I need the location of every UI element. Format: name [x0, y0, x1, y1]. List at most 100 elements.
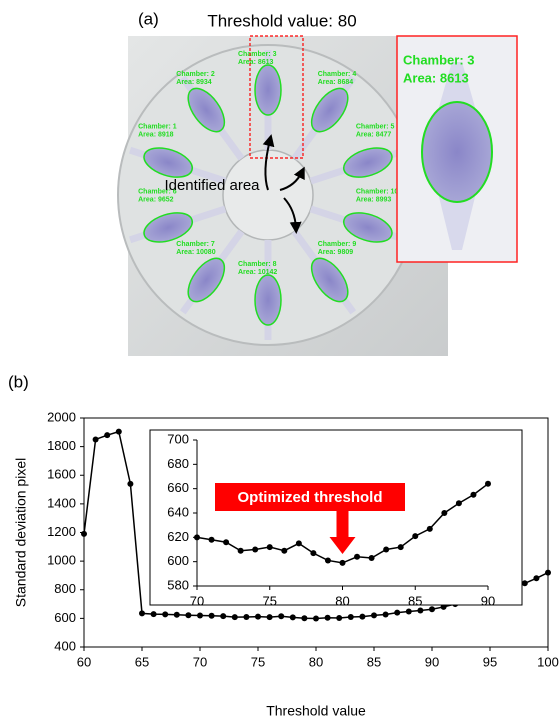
- point: [194, 534, 200, 540]
- x-tick-label: 70: [193, 654, 207, 669]
- point: [197, 613, 203, 619]
- y-tick-label: 1600: [47, 467, 76, 482]
- point: [456, 500, 462, 506]
- point: [116, 429, 122, 435]
- chamber-label: Chamber: 8: [238, 261, 277, 268]
- y-tick-label: 580: [167, 577, 189, 592]
- chamber-label: Area: 8934: [176, 79, 212, 86]
- x-tick-label: 90: [425, 654, 439, 669]
- point: [441, 510, 447, 516]
- y-axis-label: Standard deviation pixel: [13, 458, 29, 607]
- point: [151, 611, 157, 617]
- chamber: [255, 65, 281, 115]
- point: [223, 539, 229, 545]
- point: [93, 436, 99, 442]
- point: [325, 557, 331, 563]
- panel-title: Threshold value: 80: [207, 11, 356, 30]
- y-tick-label: 1800: [47, 438, 76, 453]
- point: [427, 526, 433, 532]
- chamber-label: Chamber: 1: [138, 123, 177, 130]
- panel-label: (b): [8, 372, 29, 391]
- point: [220, 613, 226, 619]
- zoom-label: Chamber: 3: [403, 52, 475, 67]
- point: [429, 606, 435, 612]
- point: [209, 613, 215, 619]
- point: [252, 547, 258, 553]
- x-tick-label: 75: [251, 654, 265, 669]
- x-tick-label: 95: [483, 654, 497, 669]
- y-tick-label: 800: [54, 581, 76, 596]
- chamber-label: Area: 10080: [176, 249, 215, 256]
- chamber-label: Area: 8993: [356, 196, 392, 203]
- point: [267, 544, 273, 550]
- chamber-label: Area: 8918: [138, 131, 174, 138]
- point: [348, 614, 354, 620]
- center-ring: [223, 150, 313, 240]
- x-tick-label: 60: [77, 654, 91, 669]
- y-tick-label: 660: [167, 480, 189, 495]
- point: [232, 614, 238, 620]
- point: [470, 492, 476, 498]
- point: [281, 548, 287, 554]
- chamber-label: Chamber: 9: [318, 241, 357, 248]
- y-tick-label: 2000: [47, 409, 76, 424]
- point: [139, 610, 145, 616]
- zoom-label: Area: 8613: [403, 70, 469, 85]
- point: [406, 609, 412, 615]
- point: [485, 481, 491, 487]
- chamber-label: Area: 9652: [138, 196, 174, 203]
- y-tick-label: 1400: [47, 495, 76, 510]
- point: [81, 531, 87, 537]
- y-tick-label: 620: [167, 529, 189, 544]
- chamber-label: Chamber: 3: [238, 51, 277, 58]
- x-tick-label: 85: [367, 654, 381, 669]
- y-tick-label: 600: [167, 553, 189, 568]
- y-tick-label: 700: [167, 431, 189, 446]
- point: [301, 615, 307, 621]
- point: [127, 481, 133, 487]
- point: [162, 611, 168, 617]
- chamber: [255, 275, 281, 325]
- point: [340, 560, 346, 566]
- x-tick-label: 90: [481, 593, 495, 608]
- panel-label: (a): [138, 9, 159, 28]
- point: [369, 555, 375, 561]
- annotation: Identified area: [164, 177, 260, 194]
- chamber-label: Area: 9809: [318, 249, 354, 256]
- x-tick-label: 75: [263, 593, 277, 608]
- x-tick-label: 80: [309, 654, 323, 669]
- point: [296, 540, 302, 546]
- y-tick-label: 680: [167, 456, 189, 471]
- point: [412, 533, 418, 539]
- point: [383, 547, 389, 553]
- point: [313, 616, 319, 622]
- point: [371, 612, 377, 618]
- point: [398, 544, 404, 550]
- point: [545, 570, 551, 576]
- chamber-label: Chamber: 7: [176, 241, 215, 248]
- x-axis-label: Threshold value: [266, 703, 366, 719]
- point: [278, 613, 284, 619]
- point: [267, 614, 273, 620]
- y-tick-label: 600: [54, 610, 76, 625]
- point: [533, 575, 539, 581]
- point: [209, 537, 215, 543]
- chamber-label: Chamber: 10: [356, 188, 399, 195]
- y-tick-label: 1000: [47, 553, 76, 568]
- x-tick-label: 70: [190, 593, 204, 608]
- x-tick-label: 80: [335, 593, 349, 608]
- x-tick-label: 85: [408, 593, 422, 608]
- point: [522, 580, 528, 586]
- chamber-label: Chamber: 5: [356, 123, 395, 130]
- y-tick-label: 640: [167, 504, 189, 519]
- chamber-label: Chamber: 2: [176, 71, 215, 78]
- page: (a) Threshold value: 80 Chamber: 1Area: …: [0, 0, 560, 722]
- point: [238, 548, 244, 554]
- annotation: Optimized threshold: [237, 489, 382, 506]
- x-tick-label: 100: [537, 654, 559, 669]
- point: [104, 432, 110, 438]
- point: [290, 614, 296, 620]
- figure: (a) Threshold value: 80 Chamber: 1Area: …: [0, 0, 560, 722]
- point: [359, 614, 365, 620]
- chamber-label: Area: 8684: [318, 79, 354, 86]
